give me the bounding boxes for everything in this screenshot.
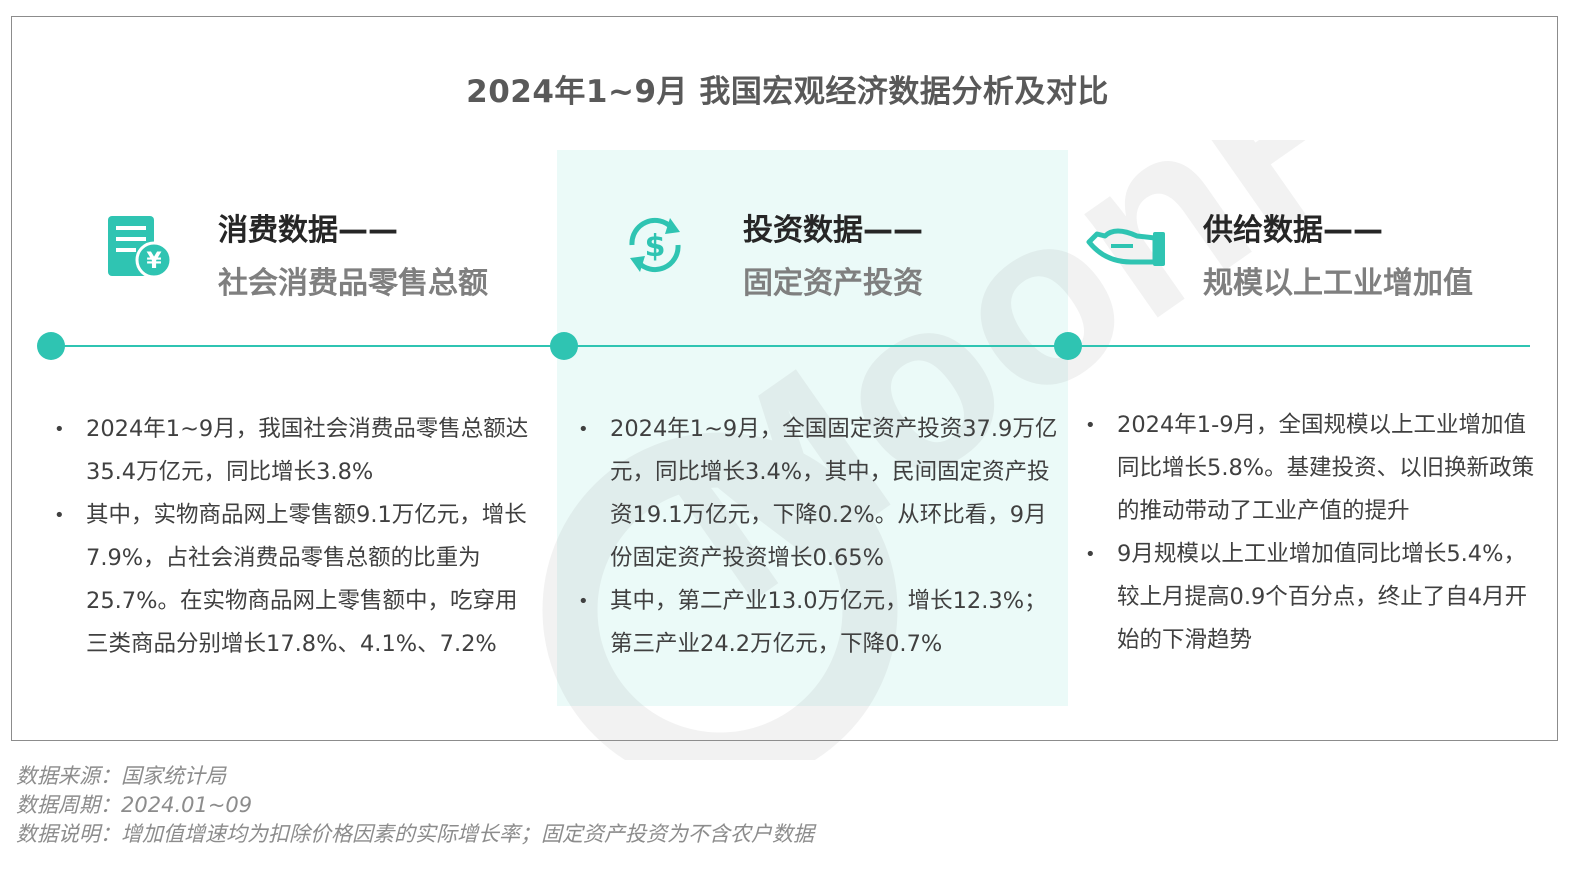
svg-text:$: $: [645, 229, 666, 264]
supply-subtitle: 规模以上工业增加值: [1203, 266, 1473, 301]
list-item: 2024年1~9月，我国社会消费品零售总额达35.4万亿元，同比增长3.8%: [46, 408, 536, 494]
timeline-line: [48, 345, 1530, 347]
supply-bullets: 2024年1-9月，全国规模以上工业增加值同比增长5.8%。基建投资、以旧换新政…: [1077, 404, 1537, 662]
consumption-subtitle: 社会消费品零售总额: [218, 266, 488, 301]
receipt-yuan-icon: ¥: [108, 216, 173, 279]
consumption-bullets: 2024年1~9月，我国社会消费品零售总额达35.4万亿元，同比增长3.8% 其…: [46, 408, 536, 666]
list-item: 9月规模以上工业增加值同比增长5.4%，较上月提高0.9个百分点，终止了自4月开…: [1077, 533, 1537, 662]
data-source-note: 数据来源：国家统计局: [16, 764, 226, 788]
data-period-note: 数据周期：2024.01~09: [16, 793, 253, 817]
dollar-cycle-icon: $: [629, 217, 681, 273]
investment-bullets: 2024年1~9月，全国固定资产投资37.9万亿元，同比增长3.4%，其中，民间…: [570, 408, 1060, 666]
consumption-title: 消费数据——: [218, 213, 398, 248]
timeline-dot: [550, 332, 578, 360]
data-explanation-note: 数据说明：增加值增速均为扣除价格因素的实际增长率；固定资产投资为不含农户数据: [16, 822, 814, 846]
list-item: 2024年1-9月，全国规模以上工业增加值同比增长5.8%。基建投资、以旧换新政…: [1077, 404, 1537, 533]
timeline-dot: [37, 332, 65, 360]
investment-title: 投资数据——: [743, 213, 923, 248]
hand-supply-icon: [1086, 228, 1165, 266]
timeline-dot: [1054, 332, 1082, 360]
svg-text:¥: ¥: [146, 249, 162, 274]
list-item: 其中，第二产业13.0万亿元，增长12.3%；第三产业24.2万亿元，下降0.7…: [570, 580, 1060, 666]
investment-subtitle: 固定资产投资: [743, 266, 923, 301]
supply-title: 供给数据——: [1203, 213, 1383, 248]
page-title: 2024年1~9月 我国宏观经济数据分析及对比: [466, 74, 1109, 110]
list-item: 2024年1~9月，全国固定资产投资37.9万亿元，同比增长3.4%，其中，民间…: [570, 408, 1060, 580]
list-item: 其中，实物商品网上零售额9.1万亿元，增长7.9%，占社会消费品零售总额的比重为…: [46, 494, 536, 666]
